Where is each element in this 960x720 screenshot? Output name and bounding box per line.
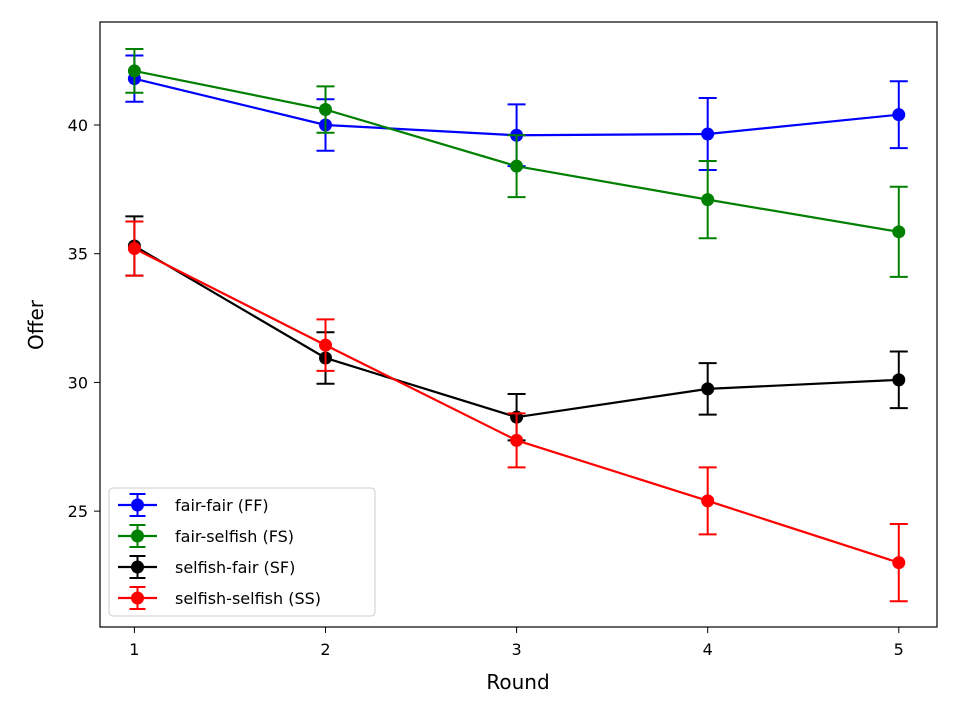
legend-label: selfish-fair (SF) xyxy=(175,558,295,577)
legend-item: selfish-selfish (SS) xyxy=(118,586,321,610)
y-tick-label: 25 xyxy=(68,502,88,521)
data-point xyxy=(510,159,524,173)
series-3 xyxy=(125,220,908,603)
legend-marker xyxy=(131,591,144,605)
y-axis: 25 30 35 40 xyxy=(68,116,100,521)
y-tick-label: 40 xyxy=(68,116,88,135)
legend-label: fair-fair (FF) xyxy=(175,496,269,515)
data-point xyxy=(892,108,906,122)
series-2 xyxy=(125,215,908,442)
x-tick-label: 1 xyxy=(129,640,139,659)
x-tick-label: 2 xyxy=(320,640,330,659)
x-tick-label: 3 xyxy=(511,640,521,659)
legend-marker xyxy=(131,498,144,512)
series-1 xyxy=(125,48,908,278)
plot-frame xyxy=(99,21,938,628)
y-tick-label: 30 xyxy=(68,373,88,392)
y-axis-title: Offer xyxy=(24,299,48,350)
data-point xyxy=(892,373,906,387)
data-point xyxy=(127,242,141,256)
legend-item: selfish-fair (SF) xyxy=(118,555,295,579)
x-axis-title: Round xyxy=(486,670,549,694)
data-point xyxy=(701,382,715,396)
data-point xyxy=(318,103,332,117)
x-tick-label: 4 xyxy=(703,640,713,659)
legend-label: selfish-selfish (SS) xyxy=(175,589,321,608)
data-point xyxy=(127,64,141,78)
legend-item: fair-fair (FF) xyxy=(118,493,269,517)
y-tick-label: 35 xyxy=(68,245,88,264)
data-point xyxy=(892,556,906,570)
series-line xyxy=(133,245,899,419)
data-point xyxy=(318,338,332,352)
legend-item: fair-selfish (FS) xyxy=(118,524,294,548)
data-point xyxy=(510,433,524,447)
x-tick-label: 5 xyxy=(894,640,904,659)
data-point xyxy=(701,127,715,141)
legend-label: fair-selfish (FS) xyxy=(175,527,294,546)
data-point xyxy=(892,225,906,239)
data-point xyxy=(701,193,715,207)
x-axis: 1 2 3 4 5 xyxy=(129,627,904,659)
legend: fair-fair (FF) fair-selfish (FS) selfish-f… xyxy=(108,487,376,617)
data-point xyxy=(701,494,715,508)
legend-marker xyxy=(131,529,144,543)
legend-box xyxy=(108,487,376,617)
series-layer xyxy=(125,48,908,603)
legend-marker xyxy=(131,560,144,574)
